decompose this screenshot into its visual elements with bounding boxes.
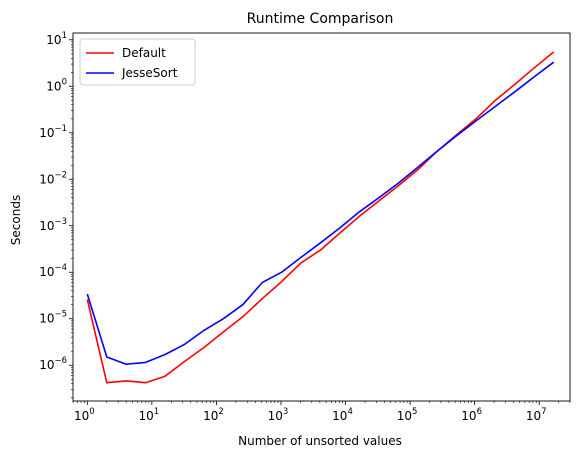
y-tick-label: 100 <box>46 77 67 93</box>
x-tick-base: 10 <box>203 409 218 423</box>
y-tick-exponent: 1 <box>62 31 67 41</box>
chart-title: Runtime Comparison <box>247 11 394 27</box>
y-tick-label: 10−2 <box>39 170 67 186</box>
y-tick-base: 10 <box>39 358 54 372</box>
y-tick-label: 101 <box>46 31 67 47</box>
y-tick-exponent: −6 <box>54 356 67 366</box>
y-axis-title: Seconds <box>9 195 23 245</box>
x-tick-label: 106 <box>461 407 482 423</box>
x-tick-base: 10 <box>332 409 347 423</box>
x-tick-exponent: 6 <box>477 407 482 417</box>
y-tick-label: 10−4 <box>39 263 67 279</box>
x-tick-exponent: 1 <box>154 407 159 417</box>
x-tick-exponent: 5 <box>412 407 417 417</box>
x-tick-base: 10 <box>74 409 89 423</box>
x-tick-base: 10 <box>526 409 541 423</box>
y-tick-exponent: 0 <box>62 77 67 87</box>
x-axis-title: Number of unsorted values <box>238 434 402 448</box>
y-tick-exponent: −2 <box>54 170 67 180</box>
x-tick-label: 102 <box>203 407 224 423</box>
x-tick-base: 10 <box>397 409 412 423</box>
x-tick-base: 10 <box>139 409 154 423</box>
y-tick-label: 10−6 <box>39 356 67 372</box>
legend-label-default: Default <box>122 46 166 60</box>
x-tick-exponent: 0 <box>89 407 94 417</box>
x-tick-label: 101 <box>139 407 160 423</box>
x-tick-label: 103 <box>268 407 289 423</box>
y-tick-base: 10 <box>39 172 54 186</box>
y-tick-base: 10 <box>46 33 61 47</box>
y-tick-base: 10 <box>39 126 54 140</box>
y-tick-exponent: −1 <box>54 124 67 134</box>
y-tick-exponent: −4 <box>54 263 67 273</box>
y-tick-base: 10 <box>46 79 61 93</box>
legend: Default JesseSort <box>79 38 196 86</box>
y-tick-label: 10−1 <box>39 124 67 140</box>
y-tick-exponent: −5 <box>54 310 67 320</box>
x-tick-exponent: 2 <box>218 407 223 417</box>
x-tick-exponent: 3 <box>283 407 288 417</box>
x-tick-base: 10 <box>461 409 476 423</box>
y-tick-label: 10−5 <box>39 310 67 326</box>
x-tick-exponent: 7 <box>541 407 546 417</box>
y-tick-exponent: −3 <box>54 217 67 227</box>
x-tick-label: 107 <box>526 407 547 423</box>
y-tick-label: 10−3 <box>39 217 67 233</box>
x-tick-label: 104 <box>332 407 353 423</box>
x-tick-label: 105 <box>397 407 418 423</box>
legend-label-jessesort: JesseSort <box>121 66 178 80</box>
x-tick-base: 10 <box>268 409 283 423</box>
y-tick-base: 10 <box>39 265 54 279</box>
axes-frame <box>72 32 571 402</box>
y-tick-base: 10 <box>39 312 54 326</box>
x-tick-label: 100 <box>74 407 95 423</box>
y-tick-base: 10 <box>39 219 54 233</box>
series-line-default <box>86 51 555 384</box>
series-line-jessesort <box>86 61 555 366</box>
x-tick-exponent: 4 <box>347 407 352 417</box>
plot-area: 100 101 102 103 104 105 106 10710−610−510−410−3… <box>39 31 571 423</box>
